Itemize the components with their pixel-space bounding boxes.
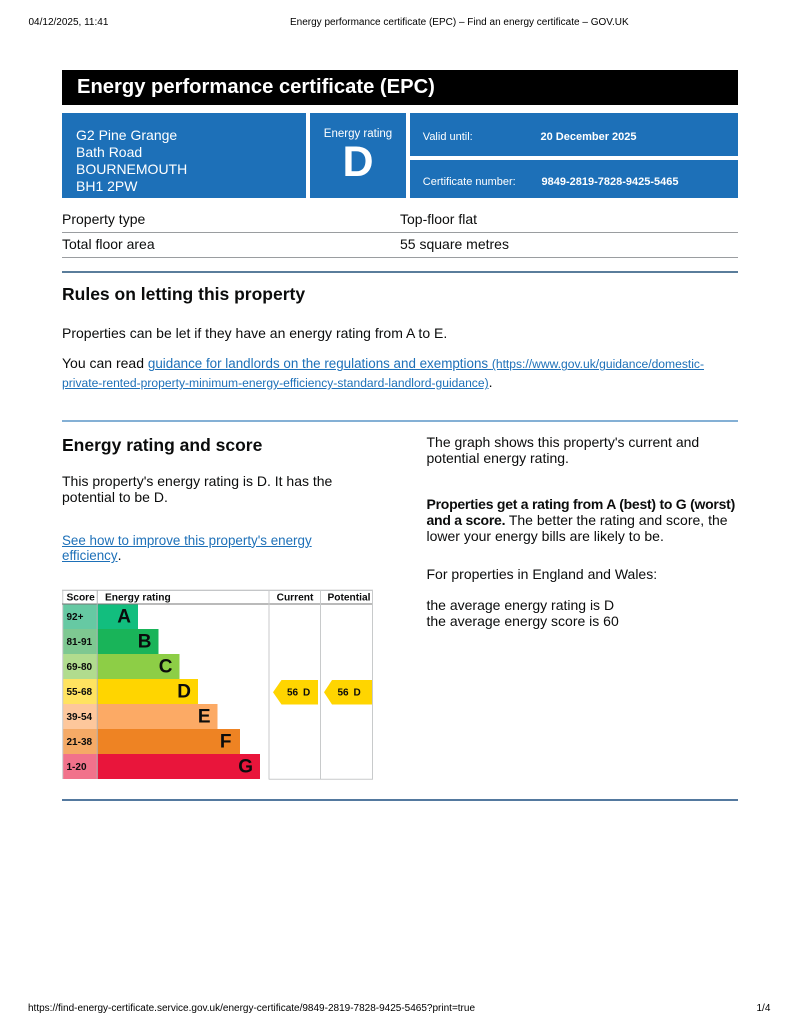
- svg-text:C: C: [159, 657, 173, 678]
- svg-text:Energy rating: Energy rating: [105, 593, 171, 604]
- svg-text:69-80: 69-80: [67, 662, 93, 673]
- svg-text:Current: Current: [277, 593, 314, 604]
- svg-text:E: E: [198, 707, 211, 728]
- svg-text:55-68: 55-68: [67, 687, 93, 698]
- svg-text:F: F: [220, 732, 232, 753]
- svg-text:D: D: [303, 688, 310, 699]
- svg-text:39-54: 39-54: [67, 712, 93, 723]
- svg-text:21-38: 21-38: [67, 737, 93, 748]
- svg-text:81-91: 81-91: [67, 637, 93, 648]
- svg-text:B: B: [138, 632, 152, 653]
- svg-text:D: D: [177, 682, 191, 703]
- svg-text:Score: Score: [67, 593, 96, 604]
- svg-text:A: A: [117, 607, 131, 628]
- svg-text:56: 56: [287, 688, 299, 699]
- svg-text:D: D: [354, 688, 361, 699]
- svg-text:Potential: Potential: [327, 593, 370, 604]
- svg-text:92+: 92+: [67, 612, 84, 623]
- svg-text:1-20: 1-20: [67, 762, 87, 773]
- svg-text:G: G: [238, 757, 253, 778]
- svg-text:56: 56: [338, 688, 350, 699]
